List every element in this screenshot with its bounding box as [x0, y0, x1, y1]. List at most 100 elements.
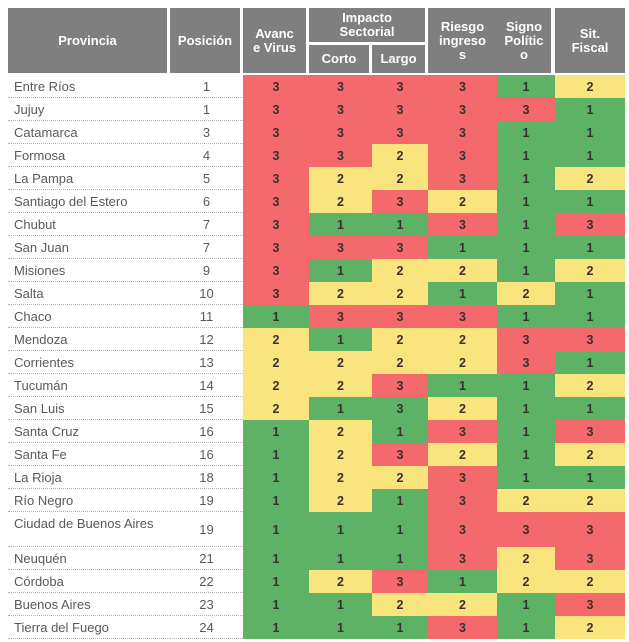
- cell-signo-politico: 3: [497, 328, 555, 351]
- province-name: Chubut: [8, 213, 170, 236]
- cell-riesgo-ingresos: 2: [428, 397, 497, 420]
- position-value: 5: [170, 167, 243, 190]
- cell-sit-fiscal: 3: [555, 512, 625, 547]
- position-value: 10: [170, 282, 243, 305]
- cell-impacto-corto: 2: [309, 282, 372, 305]
- cell-impacto-largo: 3: [372, 98, 428, 121]
- cell-impacto-corto: 1: [309, 512, 372, 547]
- col-header-corto: Corto: [309, 45, 372, 73]
- cell-signo-politico: 1: [497, 75, 555, 98]
- table-header: Provincia Posición Avanc e Virus Impacto…: [8, 8, 625, 73]
- cell-impacto-largo: 2: [372, 259, 428, 282]
- cell-impacto-largo: 2: [372, 593, 428, 616]
- cell-riesgo-ingresos: 3: [428, 547, 497, 570]
- province-name: Ciudad de Buenos Aires: [8, 512, 170, 547]
- position-value: 11: [170, 305, 243, 328]
- cell-avance-virus: 3: [243, 121, 309, 144]
- cell-impacto-largo: 2: [372, 328, 428, 351]
- cell-signo-politico: 1: [497, 213, 555, 236]
- position-value: 14: [170, 374, 243, 397]
- col-header-posicion: Posición: [170, 8, 243, 73]
- table-row: Chubut 7 3 1 1 3 1 3: [8, 213, 625, 236]
- position-value: 21: [170, 547, 243, 570]
- cell-signo-politico: 2: [497, 570, 555, 593]
- cell-signo-politico: 1: [497, 593, 555, 616]
- cell-impacto-corto: 1: [309, 259, 372, 282]
- cell-sit-fiscal: 2: [555, 616, 625, 639]
- cell-avance-virus: 3: [243, 282, 309, 305]
- cell-sit-fiscal: 3: [555, 213, 625, 236]
- cell-impacto-corto: 3: [309, 144, 372, 167]
- cell-impacto-corto: 1: [309, 593, 372, 616]
- position-value: 6: [170, 190, 243, 213]
- province-name: Misiones: [8, 259, 170, 282]
- cell-avance-virus: 1: [243, 466, 309, 489]
- table-row: Córdoba 22 1 2 3 1 2 2: [8, 570, 625, 593]
- col-header-largo: Largo: [372, 45, 425, 73]
- cell-riesgo-ingresos: 3: [428, 98, 497, 121]
- cell-avance-virus: 1: [243, 616, 309, 639]
- cell-avance-virus: 3: [243, 75, 309, 98]
- table-row: Catamarca 3 3 3 3 3 1 1: [8, 121, 625, 144]
- cell-signo-politico: 2: [497, 282, 555, 305]
- cell-impacto-corto: 3: [309, 305, 372, 328]
- cell-impacto-largo: 2: [372, 282, 428, 305]
- cell-sit-fiscal: 3: [555, 328, 625, 351]
- cell-impacto-largo: 3: [372, 75, 428, 98]
- province-name: La Pampa: [8, 167, 170, 190]
- cell-sit-fiscal: 2: [555, 489, 625, 512]
- table-row: Ciudad de Buenos Aires 19 1 1 1 3 3 3: [8, 512, 625, 547]
- position-value: 7: [170, 236, 243, 259]
- cell-impacto-largo: 2: [372, 351, 428, 374]
- province-name: La Rioja: [8, 466, 170, 489]
- cell-sit-fiscal: 3: [555, 420, 625, 443]
- cell-avance-virus: 3: [243, 144, 309, 167]
- position-value: 12: [170, 328, 243, 351]
- position-value: 7: [170, 213, 243, 236]
- cell-avance-virus: 1: [243, 489, 309, 512]
- province-name: Jujuy: [8, 98, 170, 121]
- province-name: Buenos Aires: [8, 593, 170, 616]
- cell-sit-fiscal: 1: [555, 466, 625, 489]
- cell-signo-politico: 1: [497, 259, 555, 282]
- table-row: La Pampa 5 3 2 2 3 1 2: [8, 167, 625, 190]
- cell-impacto-corto: 2: [309, 374, 372, 397]
- province-name: San Luis: [8, 397, 170, 420]
- cell-impacto-corto: 1: [309, 397, 372, 420]
- cell-impacto-corto: 1: [309, 213, 372, 236]
- cell-riesgo-ingresos: 3: [428, 305, 497, 328]
- cell-signo-politico: 1: [497, 144, 555, 167]
- cell-impacto-largo: 3: [372, 443, 428, 466]
- position-value: 1: [170, 98, 243, 121]
- cell-riesgo-ingresos: 3: [428, 466, 497, 489]
- table-row: Neuquén 21 1 1 1 3 2 3: [8, 547, 625, 570]
- table-row: Formosa 4 3 3 2 3 1 1: [8, 144, 625, 167]
- col-header-provincia: Provincia: [8, 8, 170, 73]
- cell-impacto-largo: 2: [372, 167, 428, 190]
- cell-impacto-largo: 2: [372, 144, 428, 167]
- cell-riesgo-ingresos: 1: [428, 282, 497, 305]
- position-value: 3: [170, 121, 243, 144]
- cell-sit-fiscal: 3: [555, 593, 625, 616]
- province-name: San Juan: [8, 236, 170, 259]
- table-row: Misiones 9 3 1 2 2 1 2: [8, 259, 625, 282]
- cell-impacto-largo: 1: [372, 213, 428, 236]
- cell-riesgo-ingresos: 3: [428, 489, 497, 512]
- cell-riesgo-ingresos: 2: [428, 351, 497, 374]
- cell-impacto-corto: 2: [309, 443, 372, 466]
- cell-avance-virus: 3: [243, 259, 309, 282]
- cell-signo-politico: 1: [497, 190, 555, 213]
- cell-sit-fiscal: 1: [555, 98, 625, 121]
- province-name: Mendoza: [8, 328, 170, 351]
- cell-signo-politico: 2: [497, 547, 555, 570]
- cell-sit-fiscal: 2: [555, 570, 625, 593]
- province-name: Formosa: [8, 144, 170, 167]
- cell-sit-fiscal: 1: [555, 190, 625, 213]
- cell-sit-fiscal: 2: [555, 167, 625, 190]
- cell-impacto-largo: 1: [372, 616, 428, 639]
- cell-riesgo-ingresos: 3: [428, 213, 497, 236]
- position-value: 1: [170, 75, 243, 98]
- table-body: Entre Ríos 1 3 3 3 3 1 2 Jujuy 1 3 3 3 3…: [8, 75, 625, 639]
- cell-sit-fiscal: 1: [555, 236, 625, 259]
- cell-impacto-largo: 1: [372, 547, 428, 570]
